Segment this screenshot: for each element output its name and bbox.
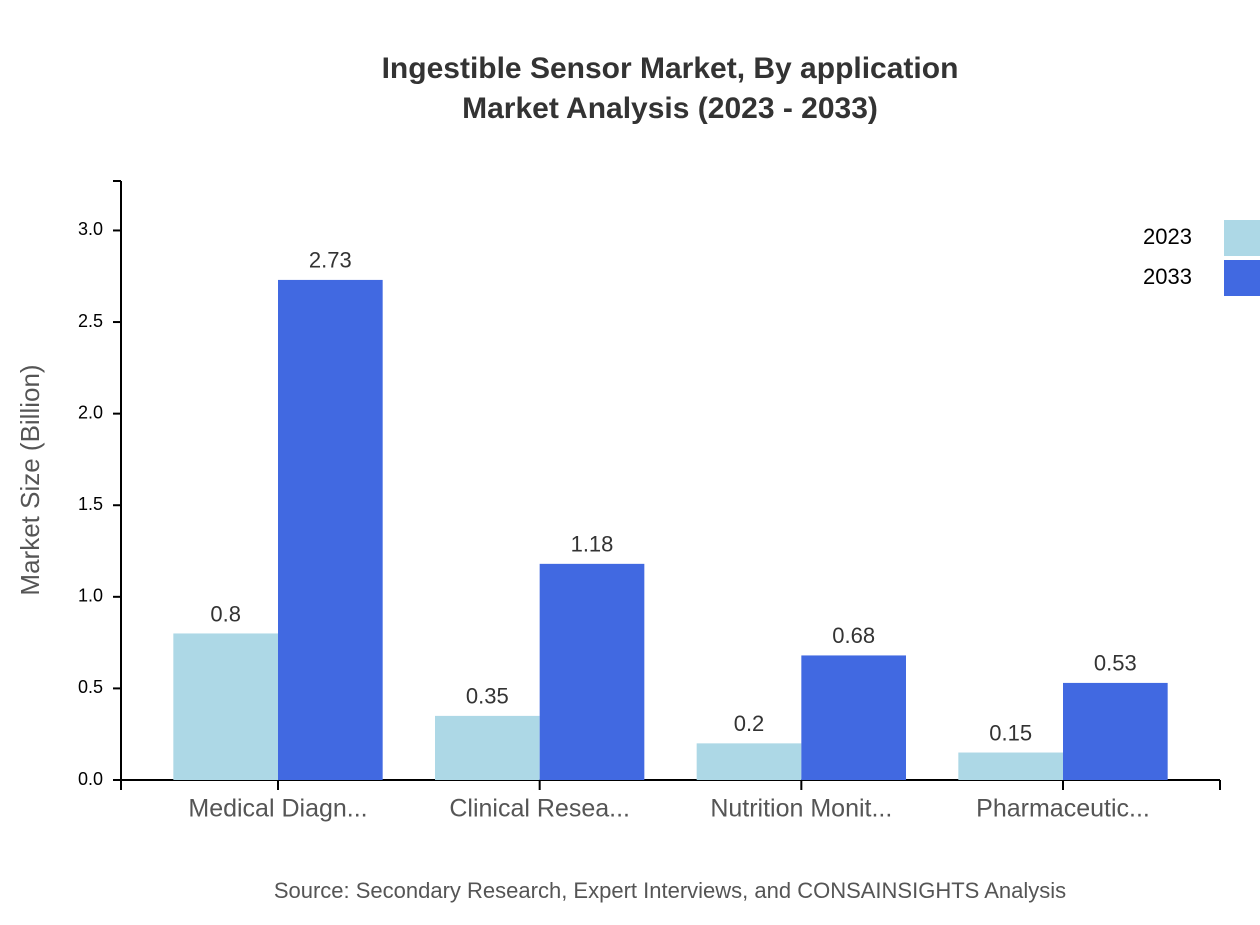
bar	[801, 655, 906, 780]
chart-subtitle: Market Analysis (2023 - 2033)	[462, 92, 878, 125]
x-tick-label: Pharmaceutic...	[976, 795, 1150, 823]
value-label: 0.2	[734, 711, 765, 736]
y-tick-label: 3.0	[78, 219, 103, 239]
value-label: 0.68	[832, 623, 875, 648]
legend-label: 2033	[1143, 264, 1192, 289]
y-axis-label: Market Size (Billion)	[15, 364, 45, 595]
value-label: 0.8	[210, 601, 241, 626]
bar	[1063, 682, 1168, 780]
value-label: 1.18	[571, 532, 614, 557]
value-label: 0.35	[466, 684, 509, 709]
y-tick-label: 0.0	[78, 769, 103, 789]
y-tick-label: 1.0	[78, 586, 103, 606]
value-label: 0.53	[1094, 651, 1137, 676]
legend-label: 2023	[1143, 224, 1192, 249]
legend-swatch	[1224, 260, 1260, 296]
bar	[958, 752, 1063, 780]
source-note: Source: Secondary Research, Expert Inter…	[274, 878, 1066, 903]
value-label: 0.15	[989, 720, 1032, 745]
bar	[278, 279, 383, 780]
bar	[696, 743, 802, 780]
value-label: 2.73	[309, 248, 352, 273]
legend-swatch	[1224, 220, 1260, 256]
x-tick-label: Nutrition Monit...	[710, 795, 892, 823]
bar	[435, 715, 540, 780]
bar	[173, 633, 278, 780]
chart-title: Ingestible Sensor Market, By application	[382, 52, 959, 85]
x-tick-label: Medical Diagn...	[188, 795, 367, 823]
x-tick-label: Clinical Resea...	[449, 795, 630, 823]
bar	[539, 563, 645, 780]
y-tick-label: 1.5	[78, 494, 103, 514]
y-tick-label: 2.5	[78, 311, 103, 331]
y-tick-label: 0.5	[78, 677, 103, 697]
y-tick-label: 2.0	[78, 402, 103, 422]
